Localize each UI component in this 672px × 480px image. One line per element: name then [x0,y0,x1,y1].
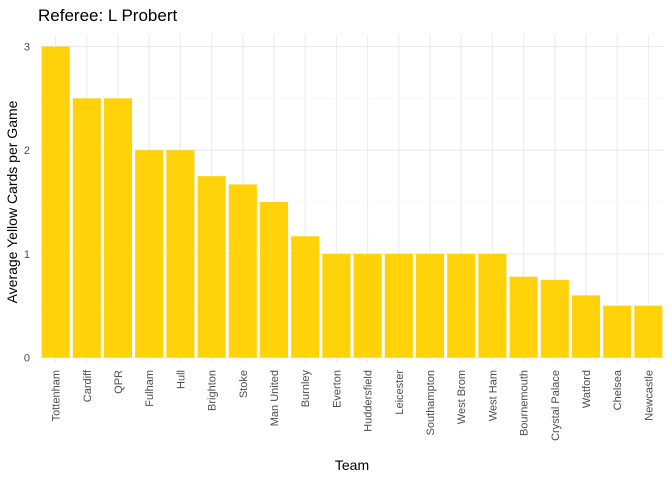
bar-qpr [103,98,133,358]
bar-southampton [415,253,445,358]
x-tick-label: Stoke [238,370,250,398]
chart-title: Referee: L Probert [38,6,177,25]
x-tick-label: Chelsea [612,369,624,410]
x-tick-label: QPR [113,370,125,394]
x-tick-label: Newcastle [643,370,655,421]
bar-burnley [291,236,320,358]
y-axis-ticks: 0 1 2 3 [24,42,30,365]
x-axis-title: Team [335,457,369,473]
x-tick-label: Huddersfield [363,370,375,432]
x-tick-label: Bournemouth [519,370,531,436]
x-tick-label: Fulham [144,370,156,407]
x-tick-label: Watford [581,370,593,408]
bar-chelsea [603,305,632,358]
x-tick-label: Crystal Palace [550,370,562,441]
x-tick-label: West Ham [487,370,499,421]
x-tick-label: Cardiff [82,369,94,402]
bar-crystal-palace [540,279,569,358]
bar-cardiff [72,98,101,358]
bar-west-ham [478,253,507,358]
x-tick-label: West Brom [456,370,468,424]
bar-newcastle [634,305,663,358]
y-tick-label: 0 [24,353,30,365]
bar-man-united [259,202,289,358]
bar-hull [166,150,195,358]
bar-bournemouth [509,276,538,358]
x-tick-label: Southampton [425,370,437,435]
x-tick-label: Tottenham [51,370,63,421]
bar-tottenham [41,46,70,358]
y-tick-label: 3 [24,42,30,54]
x-tick-label: Burnley [300,370,312,408]
bar-watford [571,295,601,358]
bars [41,46,663,358]
x-tick-label: Everton [331,370,343,408]
bar-brighton [197,176,226,358]
x-tick-label: Man United [269,370,281,426]
bar-everton [322,253,351,358]
x-tick-label: Leicester [394,370,406,415]
x-axis-ticks: Tottenham Cardiff QPR Fulham Hull Brighton Sto… [51,369,656,441]
x-tick-label: Hull [175,370,187,389]
x-tick-label: Brighton [207,370,219,411]
bar-huddersfield [353,253,382,358]
y-tick-label: 1 [24,249,30,261]
grid-lines [40,35,664,362]
bar-fulham [135,150,164,358]
bar-west-brom [447,253,476,358]
y-axis-title: Average Yellow Cards per Game [4,100,20,303]
y-tick-label: 2 [24,145,30,157]
bar-stoke [228,184,257,358]
bar-leicester [384,253,413,358]
